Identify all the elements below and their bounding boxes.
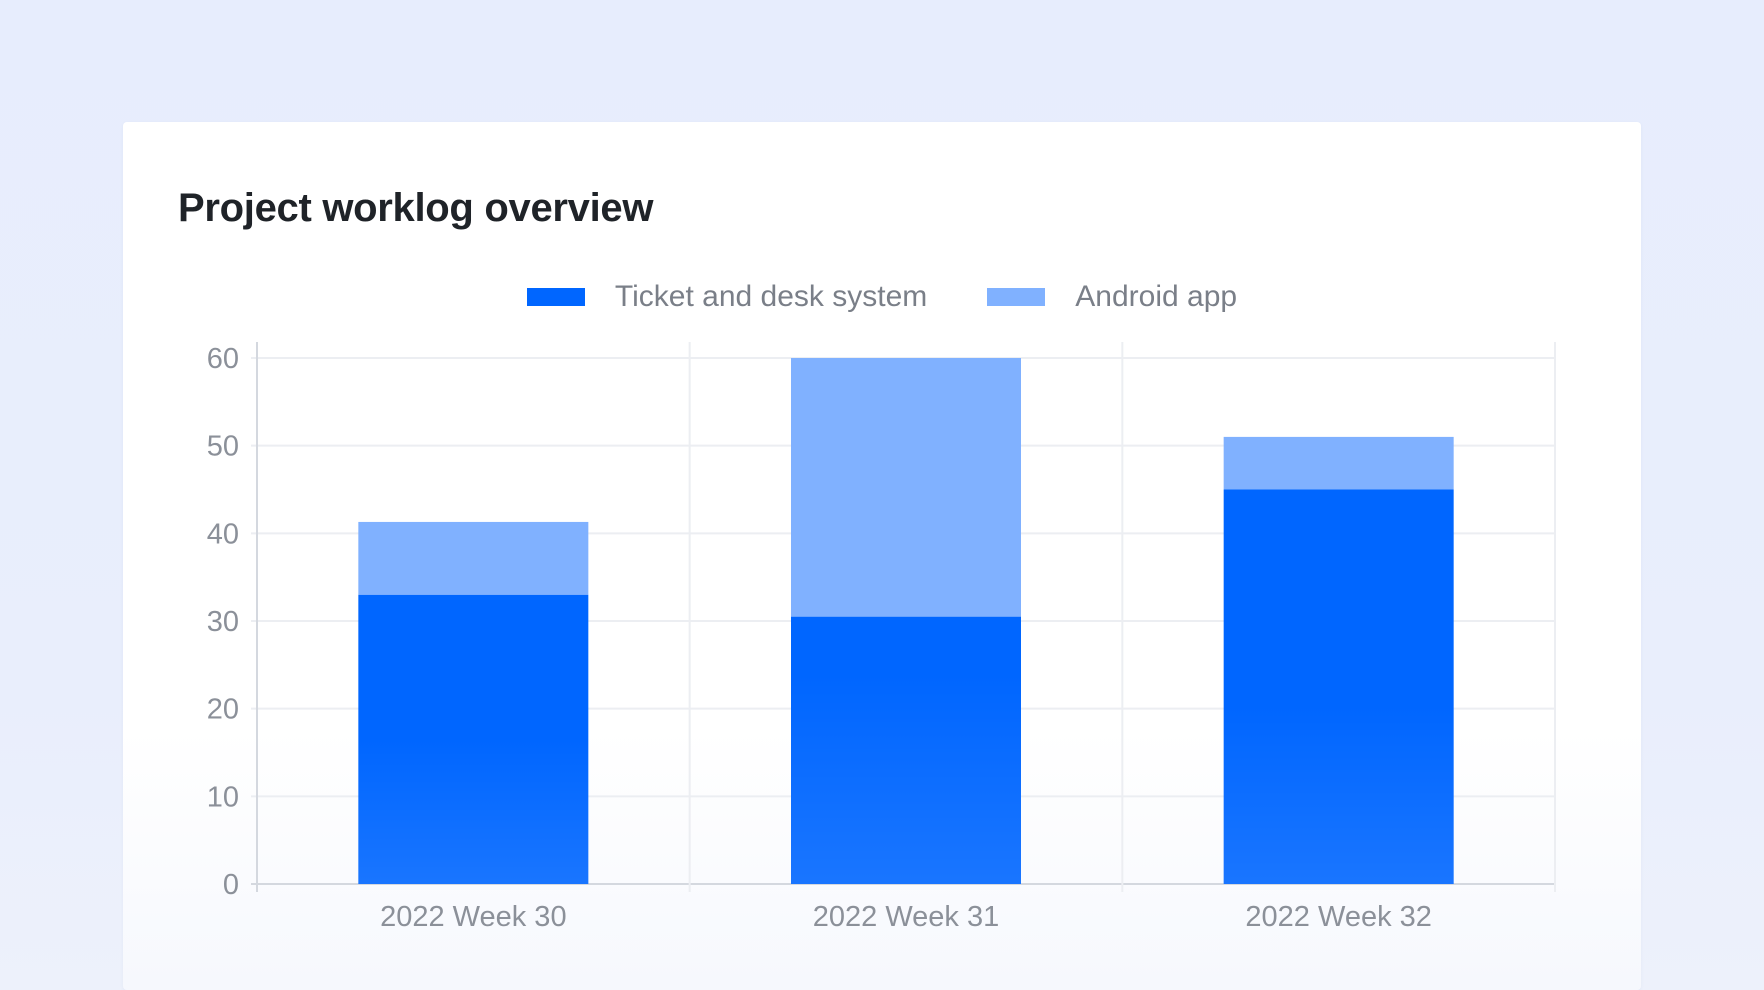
x-tick-label-1: 2022 Week 30: [380, 901, 567, 933]
legend-item-ticket-and-desk-system[interactable]: Ticket and desk system: [526, 280, 928, 314]
chart-card: Project worklog overview Ticket and desk…: [123, 122, 1641, 990]
bar-fade-overlay-2: [791, 358, 1021, 884]
y-tick-label-60: 60: [207, 343, 239, 375]
legend-label-ticket-and-desk-system: Ticket and desk system: [614, 280, 928, 313]
y-tick-label-0: 0: [223, 869, 239, 901]
y-tick-label-10: 10: [207, 781, 239, 813]
x-tick-label-3: 2022 Week 32: [1245, 901, 1432, 933]
y-tick-label-40: 40: [207, 518, 239, 550]
chart-legend: Ticket and desk system Android app: [123, 280, 1641, 314]
legend-label-android-app: Android app: [1075, 280, 1238, 313]
y-tick-label-50: 50: [207, 431, 239, 463]
legend-swatch-ticket-and-desk-system: [526, 288, 585, 306]
chart-title: Project worklog overview: [178, 186, 654, 230]
stacked-bar-chart: 0 10 20 30 40 50 60 2022 Week 30 2022 Week 31 202…: [207, 342, 1556, 933]
bar-fade-overlay-1: [358, 521, 589, 884]
x-tick-label-2: 2022 Week 31: [813, 901, 1000, 933]
legend-swatch-android-app: [987, 288, 1046, 306]
legend-item-android-app[interactable]: Android app: [987, 280, 1237, 314]
y-tick-label-30: 30: [207, 606, 239, 638]
bar-fade-overlay-3: [1223, 436, 1454, 884]
y-tick-label-20: 20: [207, 694, 239, 726]
